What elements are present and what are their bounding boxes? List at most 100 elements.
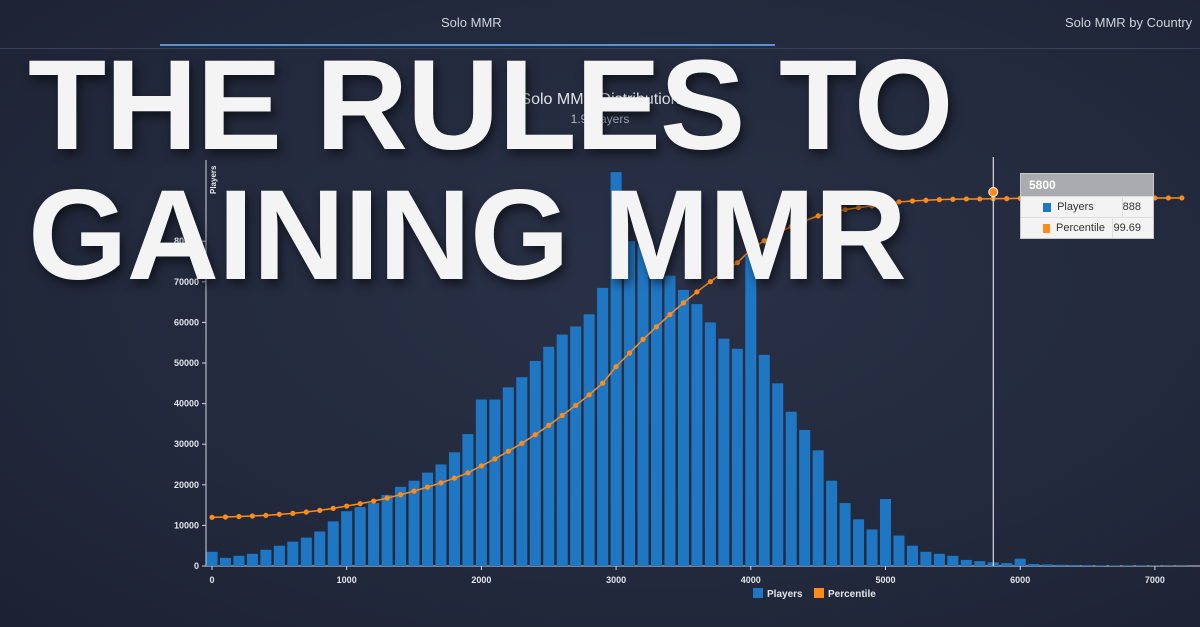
players-bar (395, 486, 407, 566)
players-swatch (1043, 202, 1052, 212)
players-bar (354, 507, 366, 566)
tooltip-header: 5800 (1021, 174, 1153, 196)
percentile-point (748, 247, 754, 253)
percentile-point (303, 509, 309, 515)
x-tick-label: 6000 (1010, 575, 1030, 585)
percentile-point (600, 380, 606, 386)
percentile-swatch (1043, 223, 1051, 233)
players-bar (691, 304, 703, 566)
percentile-point (977, 196, 983, 202)
percentile-point (653, 324, 660, 330)
chart-title: Solo MMR Distribution (520, 91, 680, 108)
percentile-point (451, 475, 458, 481)
tab-solo-mmr[interactable]: Solo MMR (441, 15, 502, 30)
players-bar (1068, 564, 1080, 566)
players-bar (933, 553, 945, 566)
hover-point (988, 187, 999, 197)
tooltip-value: 99.69 (1112, 218, 1153, 238)
percentile-point (384, 495, 390, 501)
players-bar (475, 399, 487, 566)
y-tick-label: 10000 (174, 520, 199, 530)
players-bar (745, 255, 757, 566)
percentile-point (492, 456, 498, 462)
players-bar (543, 346, 555, 566)
players-bar (664, 275, 676, 566)
percentile-point (357, 501, 363, 507)
players-bar (314, 531, 326, 566)
percentile-point (694, 289, 700, 295)
percentile-point (424, 484, 431, 490)
legend-swatch-players (753, 588, 763, 598)
percentile-point (478, 463, 484, 469)
y-tick-label: 50000 (174, 358, 199, 368)
players-bar (489, 399, 501, 566)
x-tick-label: 2000 (471, 575, 491, 585)
players-bar (502, 387, 514, 566)
players-bar (1014, 558, 1026, 566)
tooltip-label: Percentile (1056, 222, 1105, 234)
players-bar (300, 537, 312, 566)
legend-label-players: Players (767, 589, 803, 600)
players-bar (920, 551, 932, 566)
x-tick-label: 7000 (1145, 575, 1165, 585)
players-bar (219, 557, 231, 566)
percentile-point (936, 197, 942, 203)
percentile-point (249, 513, 256, 519)
percentile-point (344, 503, 350, 509)
players-bar (556, 334, 568, 566)
percentile-point (1004, 196, 1010, 202)
percentile-point (788, 223, 794, 230)
players-bar (529, 360, 541, 566)
tab-bar: Solo MMR Solo MMR by Country (0, 0, 1200, 49)
players-bar (260, 549, 272, 566)
percentile-point (680, 300, 687, 306)
players-bar (368, 503, 380, 566)
x-tick-label: 1000 (337, 575, 357, 585)
players-bar (1041, 564, 1053, 566)
tab-solo-mmr-by-country[interactable]: Solo MMR by Country (1065, 15, 1193, 30)
players-bar (1001, 563, 1013, 566)
hover-tooltip: 5800 Players 888 Percentile 99.69 (1020, 173, 1154, 239)
y-tick-label: 60000 (174, 317, 199, 327)
percentile-point (573, 402, 579, 409)
players-bar (435, 464, 447, 566)
x-tick-label: 4000 (741, 575, 761, 585)
players-bar (246, 553, 258, 566)
players-bars (206, 172, 1188, 566)
chart-legend: Players Percentile (753, 588, 876, 600)
players-bar (758, 354, 770, 566)
headline-line-2: GAINING MMR (28, 164, 907, 307)
percentile-point (290, 510, 296, 516)
percentile-point (640, 336, 646, 342)
headline-line-1: THE RULES TO (28, 34, 953, 177)
players-bar (893, 535, 905, 566)
players-bar (327, 521, 339, 566)
legend-swatch-percentile (814, 588, 824, 598)
tooltip-row-players: Players 888 (1021, 196, 1153, 217)
percentile-point (371, 498, 377, 504)
percentile-point (532, 432, 538, 438)
players-bar (799, 429, 811, 566)
percentile-point (586, 392, 592, 398)
players-bar (462, 434, 474, 566)
x-tick-label: 5000 (875, 575, 895, 585)
percentile-point (734, 260, 740, 266)
percentile-point (626, 350, 633, 356)
players-bar (273, 545, 285, 566)
percentile-point (222, 514, 229, 520)
chart-subtitle: 1.9 players (570, 112, 630, 126)
players-bar (570, 326, 582, 566)
players-bar (583, 314, 595, 566)
percentile-point (869, 203, 875, 209)
percentile-point (950, 196, 956, 202)
active-tab-indicator (160, 44, 775, 46)
players-bar (448, 452, 460, 566)
y-tick-label: 40000 (174, 399, 199, 409)
players-bar (206, 551, 218, 566)
players-bar (960, 559, 972, 566)
players-bar (785, 411, 797, 566)
y-tick-label: 80000 (174, 236, 199, 246)
percentile-point (707, 279, 713, 285)
players-bar (718, 338, 730, 566)
